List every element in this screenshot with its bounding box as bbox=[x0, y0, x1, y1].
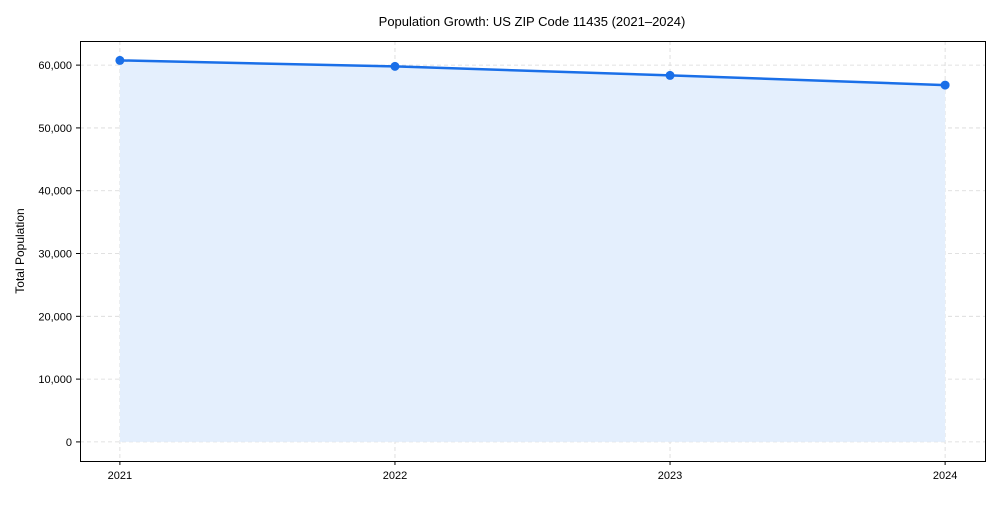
y-tick-label: 40,000 bbox=[38, 186, 72, 198]
data-point bbox=[665, 70, 675, 80]
x-tick-label: 2024 bbox=[933, 470, 957, 482]
x-tick-label: 2021 bbox=[108, 470, 132, 482]
data-point bbox=[115, 55, 125, 65]
chart-title: Population Growth: US ZIP Code 11435 (20… bbox=[379, 14, 686, 29]
data-point bbox=[390, 61, 400, 71]
y-tick-label: 60,000 bbox=[38, 60, 72, 72]
x-tick-label: 2023 bbox=[658, 470, 682, 482]
y-tick-label: 20,000 bbox=[38, 311, 72, 323]
y-tick-label: 50,000 bbox=[38, 123, 72, 135]
y-axis-label: Total Population bbox=[13, 208, 27, 293]
x-tick-label: 2022 bbox=[383, 470, 407, 482]
y-tick-label: 30,000 bbox=[38, 249, 72, 261]
series-line bbox=[119, 59, 946, 87]
data-point bbox=[940, 80, 950, 90]
area-fill bbox=[119, 60, 946, 442]
y-tick-label: 0 bbox=[66, 437, 72, 449]
plot-frame bbox=[80, 41, 986, 462]
y-tick-label: 10,000 bbox=[38, 374, 72, 386]
